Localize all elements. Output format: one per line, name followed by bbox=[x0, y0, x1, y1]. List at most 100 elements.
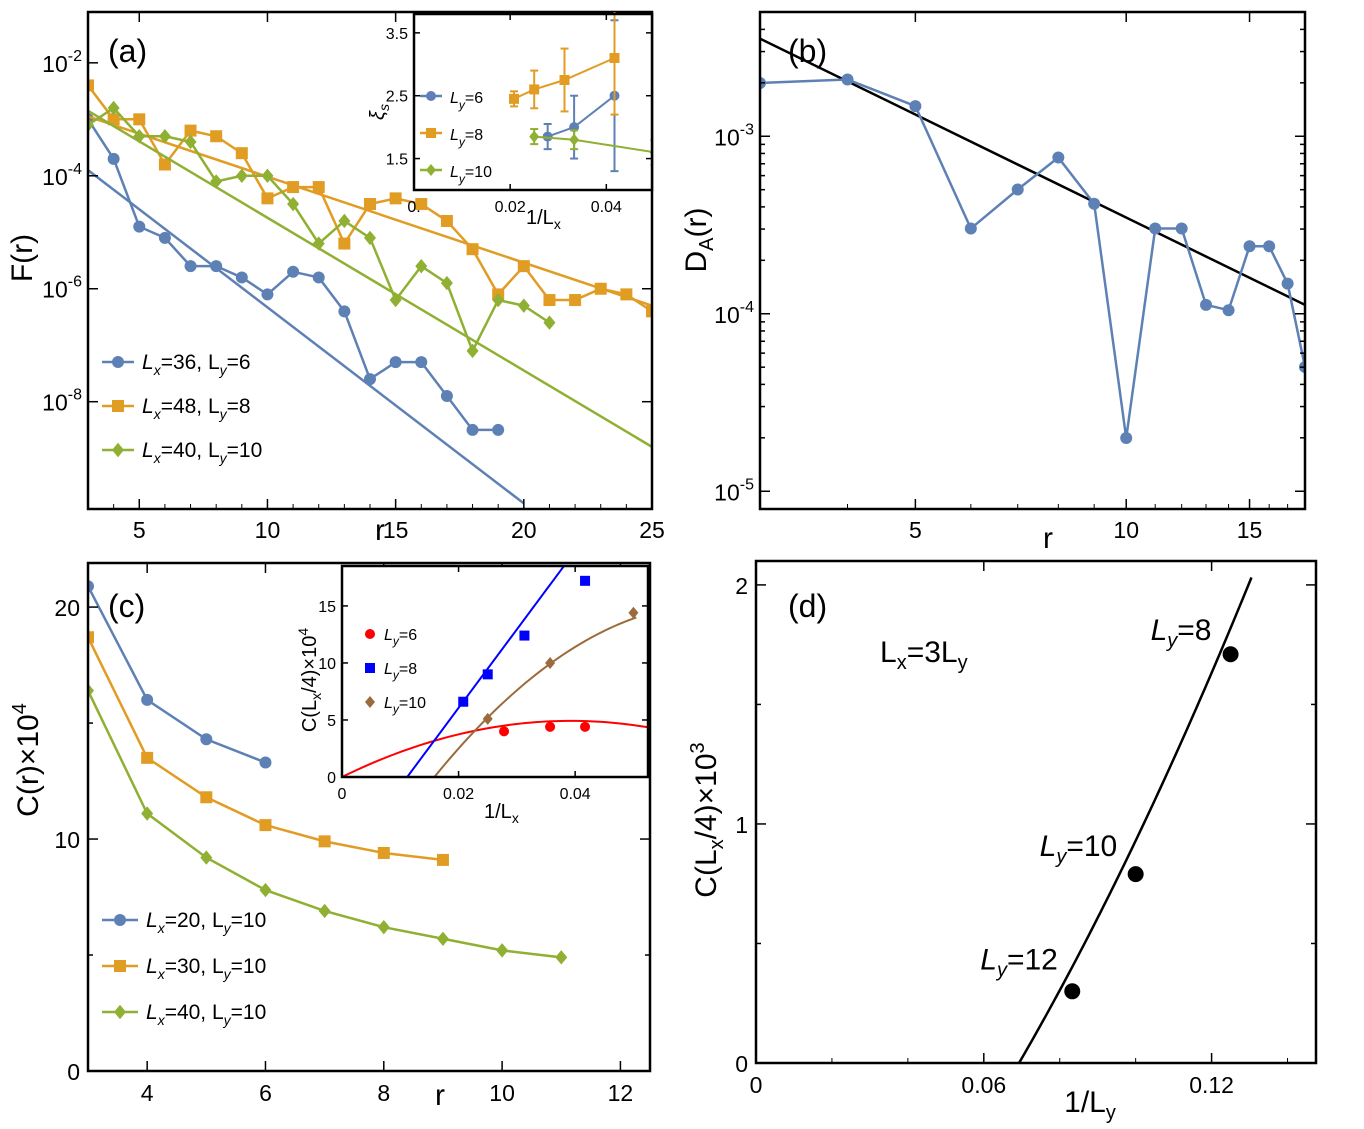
panel-d-xlabel: 1/Ly bbox=[1064, 1086, 1116, 1124]
y-tick-label: 1 bbox=[735, 812, 748, 838]
panel-c-inset-ylabel: C(Lx/4)×104 bbox=[295, 628, 324, 733]
y-tick-label: 10-4 bbox=[42, 161, 82, 190]
series-line bbox=[760, 78, 1305, 439]
data-point-series-0 bbox=[133, 220, 146, 233]
data-point-series-1 bbox=[200, 791, 213, 804]
data-point-series-0 bbox=[466, 423, 479, 436]
panel-a-legend: Lx=36, Ly=6 Lx=48, Ly=8 Lx=40, Ly=10 bbox=[102, 351, 262, 466]
data-point-series-2 bbox=[200, 850, 213, 865]
y-tick-label: 10-4 bbox=[714, 299, 754, 328]
data-point bbox=[1222, 304, 1235, 317]
panel-a-inset-legend: Ly=6 Ly=8 Ly=10 bbox=[420, 90, 492, 186]
inset-data-point-series-0 bbox=[499, 726, 510, 737]
inset-series-line-1 bbox=[513, 57, 615, 100]
data-point-series-0 bbox=[440, 390, 453, 403]
legend-item-2-marker bbox=[112, 442, 124, 458]
inset-legend-item-2-marker bbox=[426, 164, 436, 176]
legend-item-1-label: Lx=48, Ly=8 bbox=[142, 395, 251, 422]
data-point-series-2 bbox=[436, 931, 449, 946]
fit-curve bbox=[1018, 577, 1253, 1063]
inset-x-tick-label: 0 bbox=[338, 786, 347, 803]
data-point-series-2 bbox=[210, 174, 223, 189]
inset-y-tick-label: 1.5 bbox=[386, 152, 408, 169]
data-point-series-2 bbox=[377, 919, 390, 935]
data-point-series-0 bbox=[492, 423, 505, 436]
legend-item-0-marker bbox=[114, 914, 126, 926]
x-tick-label: 0.12 bbox=[1189, 1072, 1234, 1098]
panel-c-legend: Lx=20, Ly=10 Lx=30, Ly=10 Lx=40, Ly=10 bbox=[102, 909, 266, 1028]
panel-d-ticks: 0 0.06 0.12 0 1 2 bbox=[735, 561, 1316, 1098]
y-tick-label: 10-2 bbox=[42, 48, 82, 77]
inset-data-point-series-1 bbox=[482, 669, 493, 680]
panel-a-ticks: 5 10 15 20 25 10-2 10-4 10-6 10-8 bbox=[42, 12, 665, 543]
data-point-series-2 bbox=[287, 196, 300, 212]
data-point bbox=[1200, 298, 1213, 311]
panel-c-label: (c) bbox=[108, 588, 145, 624]
data-point-series-1 bbox=[569, 294, 582, 307]
data-point-series-2 bbox=[492, 292, 505, 308]
data-point-series-0 bbox=[364, 373, 376, 386]
panel-b-ticks: 5 10 15 10-3 10-4 10-5 bbox=[714, 11, 1305, 543]
y-tick-label: 0 bbox=[735, 1051, 748, 1077]
panel-c: 4 6 8 10 12 0 10 20 (c) r C(r)×104 Lx=20, Ly=10… bbox=[9, 561, 652, 1112]
y-tick-label: 2 bbox=[735, 573, 748, 599]
data-point bbox=[1243, 240, 1256, 253]
data-point-series-2 bbox=[466, 343, 479, 359]
inset-data-point-series-2 bbox=[569, 133, 580, 146]
data-point-series-1 bbox=[107, 113, 120, 126]
data-point-series-1 bbox=[158, 158, 171, 171]
panel-c-inset-frame bbox=[340, 564, 650, 779]
data-point-series-0 bbox=[210, 260, 223, 273]
legend-item-1-label: Lx=30, Ly=10 bbox=[146, 955, 266, 982]
inset-x-tick-label: 0.02 bbox=[495, 199, 526, 216]
data-point-series-1 bbox=[440, 214, 453, 227]
data-point-series-2 bbox=[133, 129, 146, 144]
data-point bbox=[1120, 432, 1133, 444]
data-point-series-0 bbox=[415, 356, 428, 369]
panel-c-ticks: 4 6 8 10 12 0 10 20 bbox=[54, 563, 650, 1106]
x-tick-label: 0 bbox=[750, 1072, 763, 1098]
inset-x-tick-label: 0.02 bbox=[443, 786, 474, 803]
data-point-series-2 bbox=[158, 129, 171, 144]
data-point-series-2 bbox=[312, 236, 325, 251]
data-point-series-1 bbox=[466, 243, 479, 256]
data-point-series-0 bbox=[235, 271, 248, 284]
data-point-series-1 bbox=[517, 260, 530, 273]
legend-item-2-label: Lx=40, Ly=10 bbox=[146, 1001, 266, 1028]
data-point-series-0 bbox=[184, 260, 197, 273]
data-point-series-2 bbox=[318, 903, 331, 919]
x-tick-label: 25 bbox=[639, 517, 665, 543]
inset-data-point-series-2 bbox=[545, 656, 556, 669]
inset-legend-item-1-label: Ly=8 bbox=[450, 127, 483, 149]
inset-legend-item-2-label: Ly=10 bbox=[450, 164, 492, 186]
data-point-series-1 bbox=[133, 113, 146, 126]
data-point-series-1 bbox=[261, 192, 274, 205]
inset-curve-series-0 bbox=[342, 719, 648, 777]
data-point-series-2 bbox=[88, 683, 94, 698]
legend-item-2-label: Lx=40, Ly=10 bbox=[142, 439, 262, 466]
panel-d-label: (d) bbox=[788, 588, 827, 624]
data-point-series-2 bbox=[543, 315, 556, 330]
inset-data-point-series-1 bbox=[559, 75, 570, 85]
panel-d-frame bbox=[754, 559, 1318, 1065]
x-tick-label: 5 bbox=[133, 517, 146, 543]
panel-a-inset-ylabel: ξs bbox=[367, 104, 392, 120]
panel-b-label: (b) bbox=[788, 33, 827, 69]
series-line-0 bbox=[88, 585, 266, 764]
legend-item-0-label: Lx=20, Ly=10 bbox=[146, 909, 266, 936]
fit-line-series-1 bbox=[88, 115, 652, 307]
inset-legend-item-0-label: Ly=6 bbox=[450, 90, 483, 112]
inset-data-point-series-2 bbox=[628, 606, 639, 619]
data-point-series-1 bbox=[287, 181, 300, 194]
x-tick-label: 15 bbox=[383, 517, 409, 543]
data-point-series-1 bbox=[88, 631, 94, 644]
panel-a-label: (a) bbox=[108, 33, 147, 69]
data-point bbox=[1127, 866, 1144, 883]
panel-b-xlabel: r bbox=[1043, 522, 1053, 555]
data-point bbox=[1088, 197, 1101, 210]
data-point-series-1 bbox=[436, 853, 449, 866]
inset-data-point-series-1 bbox=[519, 630, 530, 641]
data-point-series-2 bbox=[141, 806, 154, 821]
